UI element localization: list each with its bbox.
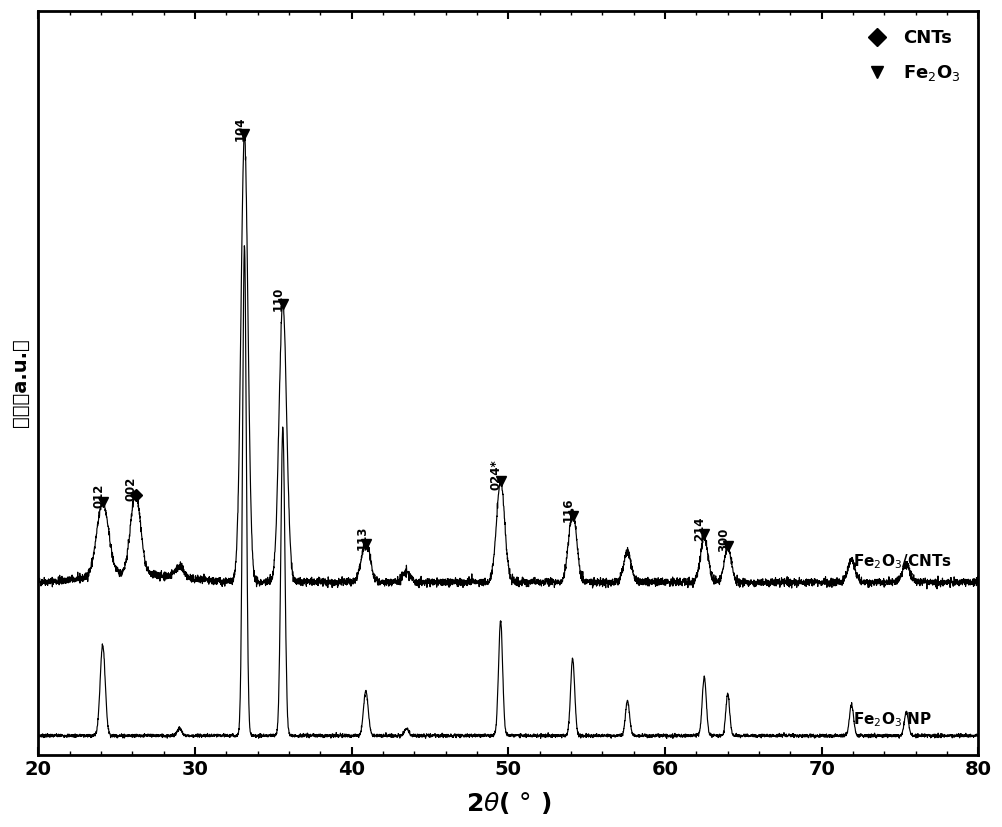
Y-axis label: 强度（a.u.）: 强度（a.u.） (11, 338, 30, 428)
Text: 110: 110 (272, 287, 285, 311)
Text: 024*: 024* (489, 460, 502, 490)
Text: Fe$_2$O$_3$ NP: Fe$_2$O$_3$ NP (853, 710, 931, 729)
Text: Fe$_2$O$_3$/CNTs: Fe$_2$O$_3$/CNTs (853, 552, 951, 571)
Text: 300: 300 (716, 528, 729, 552)
Text: 012: 012 (92, 484, 105, 509)
Text: 113: 113 (355, 526, 368, 550)
X-axis label: 2$\theta$( $\degree$ ): 2$\theta$( $\degree$ ) (465, 790, 550, 816)
Text: 002: 002 (125, 477, 138, 501)
Text: 116: 116 (561, 498, 574, 522)
Text: 104: 104 (233, 117, 246, 141)
Text: 214: 214 (693, 516, 705, 541)
Legend: CNTs, Fe$_2$O$_3$: CNTs, Fe$_2$O$_3$ (850, 20, 968, 93)
